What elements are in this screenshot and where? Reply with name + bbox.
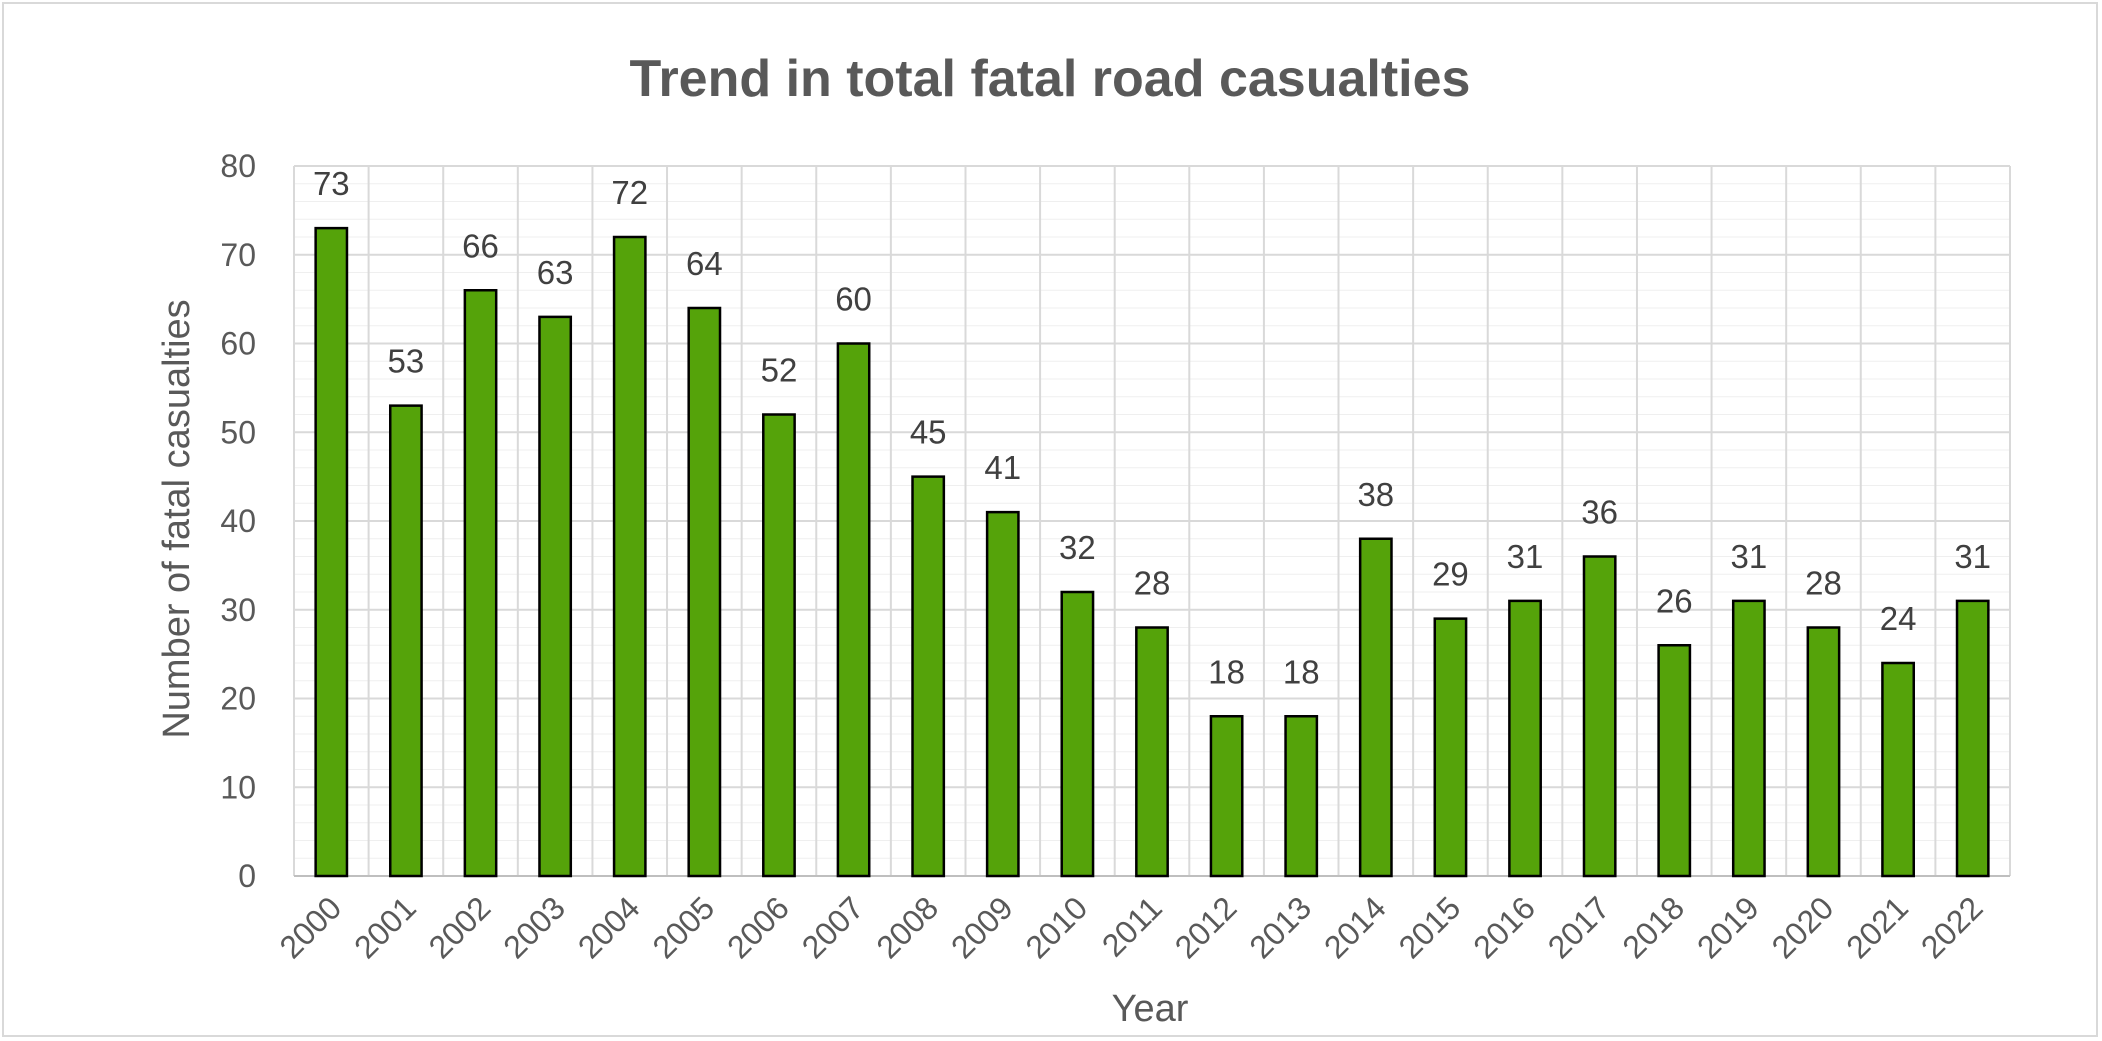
bar [687,306,722,878]
y-tick-label: 80 [220,148,256,184]
y-axis-title: Number of fatal casualties [156,299,198,738]
x-tick-label: 2002 [422,889,498,965]
data-label: 31 [1507,538,1544,575]
x-tick-label: 2016 [1466,889,1542,965]
data-label: 31 [1731,538,1768,575]
bar-chart: Trend in total fatal road casualties 73 5… [156,50,2011,1030]
x-axis-title: Year [1112,988,1189,1030]
data-label: 41 [984,449,1021,486]
bar [911,475,946,878]
x-tick-label: 2006 [720,889,796,965]
data-label: 45 [910,414,947,451]
data-label: 18 [1208,653,1245,690]
chart-title: Trend in total fatal road casualties [630,50,1471,108]
data-label: 60 [835,281,872,318]
bar [1731,599,1766,878]
x-tick-label: 2019 [1690,889,1766,965]
data-label: 29 [1432,556,1469,593]
data-label: 53 [388,343,425,380]
x-axis-ticks: 2000200120022003200420052006200720082009… [272,889,1989,965]
data-label: 64 [686,245,723,282]
bar [314,226,349,878]
data-label: 31 [1954,538,1991,575]
x-tick-label: 2008 [869,889,945,965]
x-tick-label: 2011 [1095,889,1169,963]
gridlines [293,165,2011,877]
data-label: 36 [1581,494,1618,531]
y-tick-label: 50 [220,414,256,450]
bar [985,510,1020,878]
data-label: 28 [1805,565,1842,602]
x-tick-label: 2020 [1765,889,1841,965]
data-label: 63 [537,254,574,291]
data-label: 66 [462,227,499,264]
y-tick-label: 0 [238,858,256,894]
bar [1358,537,1393,878]
bar [388,404,423,878]
y-tick-label: 60 [220,326,256,362]
bar [1284,715,1319,878]
y-tick-label: 70 [220,237,256,273]
data-label: 24 [1880,600,1917,637]
bar [1955,599,1990,878]
data-label: 26 [1656,582,1693,619]
data-labels: 73 53 66 63 72 64 52 60 45 41 32 28 18 18 38 29 31 36 26 31… [313,165,1991,690]
bar [1582,555,1617,878]
bar [1433,617,1468,878]
bars [314,226,1990,878]
x-tick-label: 2014 [1317,889,1393,965]
bar [1806,626,1841,878]
x-tick-label: 2003 [496,889,572,965]
bar [1209,715,1244,878]
y-tick-label: 20 [220,681,256,717]
bar [836,342,871,878]
x-tick-label: 2013 [1242,889,1318,965]
bar [1135,626,1169,878]
data-label: 72 [611,174,648,211]
x-tick-label: 2015 [1392,889,1468,965]
data-label: 73 [313,165,350,202]
y-tick-label: 30 [220,592,256,628]
data-label: 18 [1283,653,1320,690]
x-tick-label: 2017 [1541,889,1617,965]
y-axis-ticks: 0 10 20 30 40 50 60 70 80 [220,148,256,894]
y-tick-label: 10 [220,769,256,805]
x-tick-label: 2000 [272,889,348,965]
x-tick-label: 2007 [795,889,871,965]
data-label: 52 [761,352,798,389]
bar [538,315,573,878]
bar [762,413,796,878]
x-tick-label: 2018 [1615,889,1691,965]
bar [1060,590,1095,878]
bar [612,235,647,878]
y-tick-label: 40 [220,503,256,539]
data-label: 32 [1059,529,1096,566]
data-label: 38 [1357,476,1394,513]
bar [1508,599,1542,878]
x-tick-label: 2012 [1168,889,1244,965]
x-tick-label: 2009 [944,889,1020,965]
bar [1881,661,1916,878]
x-tick-label: 2004 [571,889,647,965]
bar [1657,644,1692,878]
x-tick-label: 2022 [1914,889,1990,965]
x-tick-label: 2010 [1019,889,1095,965]
data-label: 28 [1134,565,1171,602]
x-tick-label: 2021 [1839,889,1915,965]
x-tick-label: 2005 [646,889,722,965]
x-tick-label: 2001 [347,889,423,965]
bar [463,289,498,878]
